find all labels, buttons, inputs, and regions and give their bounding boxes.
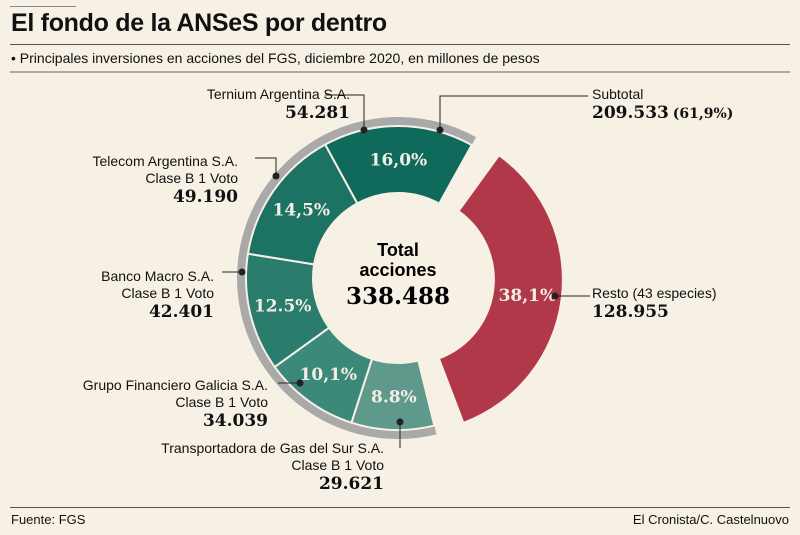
label-subtotal: Subtotal 209.533 (61,9%) (592, 86, 733, 123)
center-total-value: 338.488 (346, 283, 450, 310)
slice-5 (440, 156, 562, 422)
slice-class: Clase B 1 Voto (145, 170, 238, 186)
chart-title: El fondo de la ANSeS por dentro (11, 9, 387, 37)
slice-value: 34.039 (202, 411, 268, 431)
slice-value: 29.621 (318, 474, 384, 494)
leader-line (439, 95, 588, 130)
center-label-line2: acciones (359, 260, 436, 280)
slice-pct-label: 38,1% (499, 286, 557, 306)
subtotal-pct: (61,9%) (672, 106, 734, 122)
subtotal-label: Subtotal (592, 86, 644, 102)
subtitle-rule (10, 71, 790, 73)
leader-dot (396, 418, 404, 426)
source-note: Fuente: FGS (11, 512, 86, 527)
slice-name: Resto (43 especies) (592, 285, 717, 301)
slice-name: Grupo Financiero Galicia S.A. (82, 377, 268, 393)
leader-dot (436, 126, 444, 134)
label-tgs: Transportadora de Gas del Sur S.A. Clase… (161, 440, 384, 494)
slice-pct-label: 10,1% (300, 365, 358, 385)
leader-line (255, 157, 277, 176)
slice-name: Transportadora de Gas del Sur S.A. (161, 440, 384, 456)
slice-pct-label: 8.8% (371, 387, 417, 407)
title-rule (10, 44, 790, 45)
label-ternium: Ternium Argentina S.A. 54.281 (207, 86, 350, 123)
chart-subtitle: • Principales inversiones en acciones de… (11, 50, 540, 66)
slice-pct-label: 16,0% (370, 151, 428, 171)
slice-class: Clase B 1 Voto (291, 457, 384, 473)
leader-line (325, 94, 365, 130)
top-accent-rule (10, 6, 76, 7)
slice-class: Clase B 1 Voto (121, 285, 214, 301)
slice-name: Ternium Argentina S.A. (206, 86, 350, 102)
slice-class: Clase B 1 Voto (175, 394, 268, 410)
slice-value: 42.401 (148, 302, 214, 322)
slice-name: Banco Macro S.A. (101, 268, 214, 284)
label-macro: Banco Macro S.A. Clase B 1 Voto 42.401 (101, 268, 214, 322)
subtotal-value: 209.533 (592, 103, 669, 123)
slice-pct-label: 12.5% (254, 296, 312, 316)
leader-dot (296, 379, 304, 387)
credit-note: El Cronista/C. Castelnuovo (632, 512, 789, 527)
footer-rule (10, 507, 790, 508)
center-label-line1: Total (377, 240, 419, 260)
slice-pct-label: 14,5% (273, 201, 331, 221)
slice-name: Telecom Argentina S.A. (92, 153, 238, 169)
label-telecom: Telecom Argentina S.A. Clase B 1 Voto 49… (92, 153, 238, 207)
leader-dot (272, 172, 280, 180)
leader-dot (551, 292, 559, 300)
leader-dot (360, 126, 368, 134)
slice-value: 54.281 (284, 103, 350, 123)
label-resto: Resto (43 especies) 128.955 (592, 285, 717, 322)
slice-value: 128.955 (592, 302, 669, 322)
slice-0 (323, 125, 474, 206)
leader-dot (238, 268, 246, 276)
slice-value: 49.190 (172, 187, 238, 207)
label-galicia: Grupo Financiero Galicia S.A. Clase B 1 … (83, 377, 268, 431)
